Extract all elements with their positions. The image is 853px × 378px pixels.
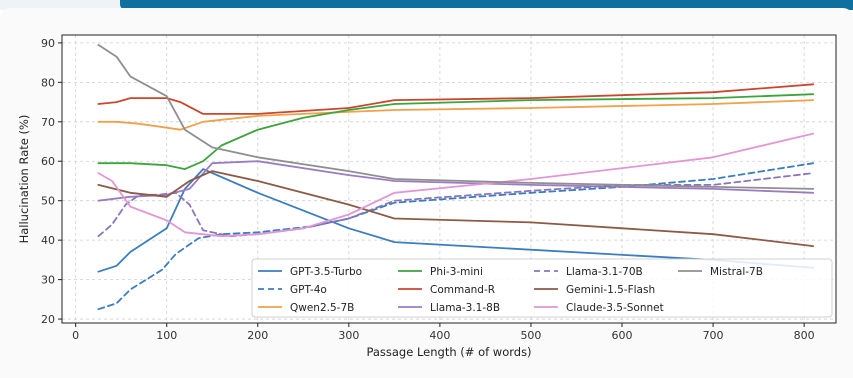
series-line-gpt-4o <box>97 162 815 311</box>
x-tick-label: 100 <box>156 329 177 342</box>
series-line-gemini-1-5-flash <box>97 170 815 248</box>
y-tick-label: 40 <box>41 234 55 247</box>
y-tick-label: 70 <box>41 116 55 129</box>
series-line-claude-3-5-sonnet <box>97 132 815 238</box>
y-tick-label: 90 <box>41 37 55 50</box>
y-tick-label: 60 <box>41 155 55 168</box>
legend: GPT-3.5-Turbo GPT-4o Qwen2.5-7B Phi-3-mini C… <box>251 258 833 318</box>
y-tick-label: 30 <box>41 274 55 287</box>
top-band-accent <box>120 0 853 10</box>
series-line-mistral-7b <box>97 44 815 190</box>
legend-label-llama-3-1-8b: Llama-3.1-8B <box>430 302 500 314</box>
x-tick-label: 400 <box>429 329 450 342</box>
legend-label-claude-3-5-sonnet: Claude-3.5-Sonnet <box>566 302 664 314</box>
x-tick-label: 200 <box>247 329 268 342</box>
legend-box <box>251 258 833 318</box>
series-line-command-r <box>97 83 815 115</box>
legend-label-mistral-7b: Mistral-7B <box>710 266 763 278</box>
y-tick-label: 50 <box>41 195 55 208</box>
legend-label-phi-3-mini: Phi-3-mini <box>430 266 483 278</box>
legend-label-gemini-1-5-flash: Gemini-1.5-Flash <box>566 284 655 296</box>
x-tick-label: 600 <box>612 329 633 342</box>
y-axis-label: Hallucination Rate (%) <box>17 115 31 244</box>
series-line-gpt-3-5-turbo <box>97 168 815 273</box>
x-tick-label: 500 <box>520 329 541 342</box>
series-line-phi-3-mini <box>97 93 815 171</box>
legend-label-qwen2-5-7b: Qwen2.5-7B <box>290 302 354 314</box>
legend-label-llama-3-1-70b: Llama-3.1-70B <box>566 266 643 278</box>
y-tick-label: 80 <box>41 76 55 89</box>
series-line-qwen2-5-7b <box>97 99 815 131</box>
x-axis-label: Passage Length (# of words) <box>366 345 531 359</box>
plot-frame <box>61 34 837 324</box>
x-tick-label: 0 <box>72 329 79 342</box>
legend-label-gpt-3-5-turbo: GPT-3.5-Turbo <box>290 266 362 278</box>
legend-label-gpt-4o: GPT-4o <box>290 284 327 296</box>
series-lines <box>97 44 815 311</box>
x-tick-label: 300 <box>338 329 359 342</box>
axis-ticks: 0 100 200 300 400 500 600 700 800 20 30 40 50 60 70 80 9… <box>41 37 815 342</box>
x-tick-label: 700 <box>703 329 724 342</box>
x-tick-label: 800 <box>794 329 815 342</box>
legend-label-command-r: Command-R <box>430 284 495 296</box>
y-tick-label: 20 <box>41 313 55 326</box>
